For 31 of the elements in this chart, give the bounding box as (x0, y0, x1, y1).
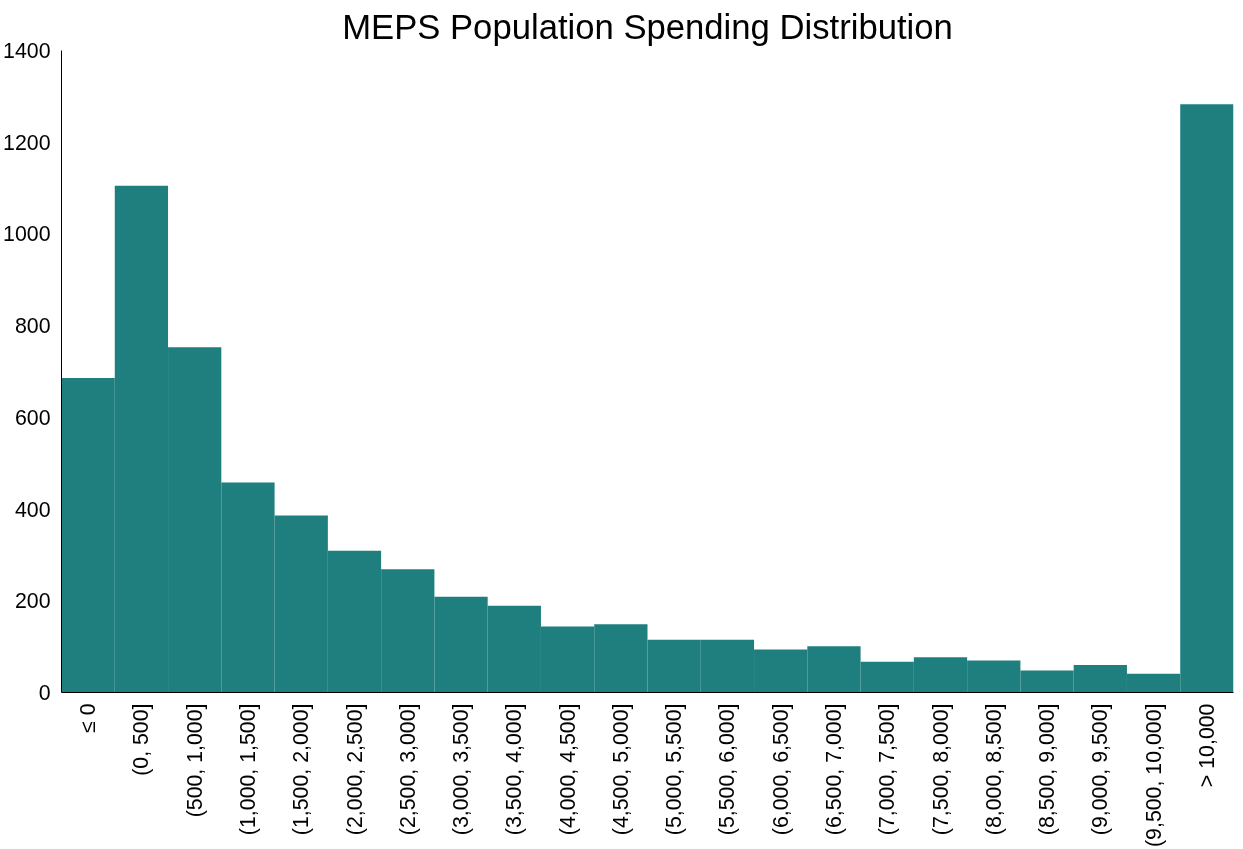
x-tick-label: (7,500, 8,000] (928, 703, 953, 836)
y-tick-label: 1400 (3, 39, 51, 63)
x-tick-label: (500, 1,000] (182, 703, 207, 818)
x-tick-label: (9,000, 9,500] (1088, 703, 1113, 836)
x-tick-label: (3,000, 3,500] (449, 703, 474, 836)
x-tick-label: (2,500, 3,000] (395, 703, 420, 836)
x-tick-label: (2,000, 2,500] (342, 703, 367, 836)
x-tick-label: > 10,000 (1194, 703, 1219, 788)
chart-title: MEPS Population Spending Distribution (342, 7, 953, 46)
y-tick-label: 0 (38, 681, 51, 705)
x-tick-label: ≤ 0 (76, 703, 101, 733)
x-tick-label: (1,500, 2,000] (289, 703, 314, 836)
x-tick-label: (7,000, 7,500] (875, 703, 900, 836)
x-tick-label: (5,000, 5,500] (662, 703, 687, 836)
x-tick-label: (4,500, 5,000] (608, 703, 633, 836)
x-tick-label: (6,500, 7,000] (821, 703, 846, 836)
y-tick-label: 600 (14, 405, 51, 430)
x-tick-label: (4,000, 4,500] (555, 703, 580, 836)
x-tick-label: (5,500, 6,000] (715, 703, 740, 836)
x-tick-label: (8,000, 8,500] (981, 703, 1006, 836)
x-tick-label: (1,000, 1,500] (235, 703, 260, 836)
y-tick-label: 800 (14, 314, 51, 339)
x-tick-label: (9,500, 10,000] (1141, 703, 1166, 847)
x-tick-label: (3,500, 4,000] (502, 703, 527, 836)
x-tick-label: (6,000, 6,500] (768, 703, 793, 836)
y-tick-label: 1000 (3, 222, 51, 247)
y-tick-label: 1200 (3, 130, 51, 155)
y-tick-label: 400 (14, 497, 51, 522)
x-tick-label: (0, 500] (129, 703, 154, 776)
x-tick-label: (8,500, 9,000] (1035, 703, 1060, 836)
y-tick-label: 200 (14, 589, 51, 614)
